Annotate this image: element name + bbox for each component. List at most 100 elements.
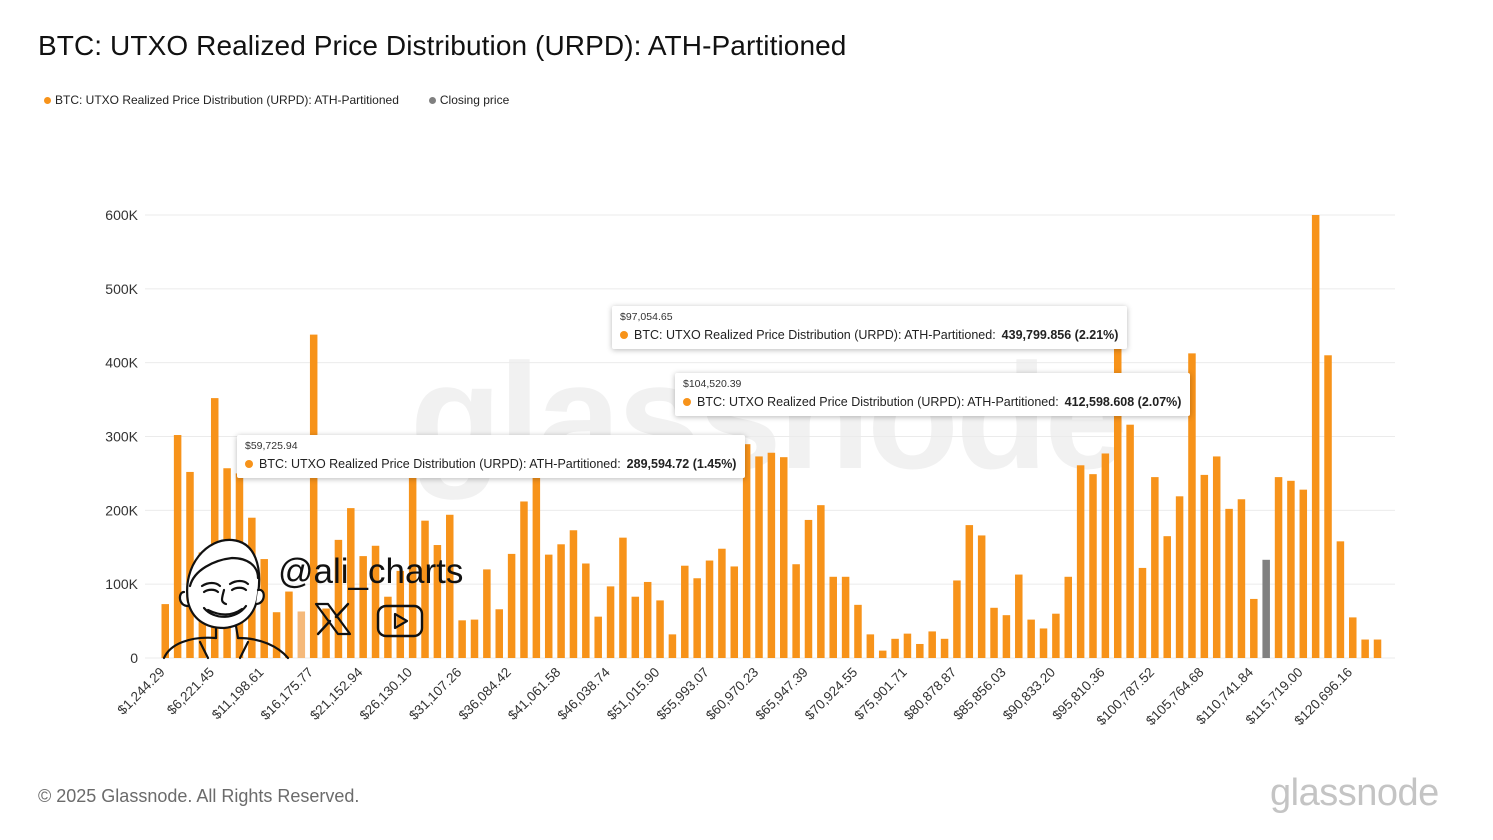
bar[interactable] (1287, 480, 1295, 658)
legend-label-urpd: BTC: UTXO Realized Price Distribution (U… (55, 93, 399, 107)
bar[interactable] (990, 607, 998, 658)
bar[interactable] (1262, 559, 1270, 658)
bar[interactable] (458, 620, 466, 658)
bar[interactable] (173, 435, 182, 658)
bar[interactable] (495, 609, 503, 658)
bar[interactable] (1052, 613, 1060, 658)
bar[interactable] (334, 539, 343, 658)
bar[interactable] (297, 611, 306, 658)
bar[interactable] (1188, 353, 1196, 658)
bar[interactable] (817, 505, 825, 658)
bar[interactable] (1002, 615, 1011, 658)
bar[interactable] (718, 548, 726, 658)
bar[interactable] (1175, 496, 1184, 658)
bar[interactable] (557, 544, 565, 658)
bar[interactable] (742, 444, 751, 658)
bar[interactable] (421, 520, 429, 658)
bar[interactable] (260, 559, 268, 658)
bar[interactable] (916, 643, 924, 658)
bar[interactable] (606, 586, 615, 658)
tooltip-dot-icon (620, 331, 628, 339)
bar[interactable] (854, 604, 862, 658)
bar[interactable] (1151, 477, 1159, 658)
bar[interactable] (1336, 541, 1345, 658)
bar[interactable] (681, 565, 689, 658)
bar[interactable] (1324, 355, 1332, 658)
bar[interactable] (903, 633, 912, 658)
bar[interactable] (977, 535, 986, 658)
bar[interactable] (322, 608, 330, 658)
bar[interactable] (643, 581, 652, 658)
bar[interactable] (866, 634, 875, 658)
bar[interactable] (1361, 639, 1369, 658)
bar[interactable] (940, 638, 949, 658)
y-tick-label: 400K (105, 355, 138, 371)
bar[interactable] (1200, 474, 1209, 658)
bar[interactable] (705, 560, 714, 658)
bar[interactable] (891, 638, 899, 658)
bar[interactable] (767, 452, 776, 658)
bar[interactable] (1039, 628, 1048, 658)
bar[interactable] (347, 508, 355, 658)
bar[interactable] (730, 566, 739, 658)
legend-item-urpd[interactable]: BTC: UTXO Realized Price Distribution (U… (44, 93, 399, 107)
bar[interactable] (285, 591, 293, 658)
bar[interactable] (483, 569, 491, 658)
bar[interactable] (1349, 617, 1357, 658)
bar[interactable] (309, 334, 318, 658)
bar[interactable] (1299, 489, 1308, 658)
bar[interactable] (792, 564, 800, 658)
bar[interactable] (408, 443, 417, 658)
legend-item-closing-price[interactable]: Closing price (428, 93, 509, 107)
bar[interactable] (804, 519, 813, 658)
bar[interactable] (668, 634, 677, 658)
bar[interactable] (1101, 453, 1110, 658)
bar[interactable] (532, 443, 541, 658)
bar[interactable] (1274, 477, 1283, 658)
bar[interactable] (371, 545, 380, 658)
bar[interactable] (1089, 474, 1097, 658)
bar[interactable] (384, 596, 392, 658)
bar[interactable] (841, 576, 850, 658)
bar[interactable] (186, 471, 194, 658)
bar[interactable] (1113, 333, 1122, 658)
bar[interactable] (755, 456, 763, 658)
bar[interactable] (1311, 215, 1320, 658)
bar[interactable] (507, 553, 516, 658)
bar[interactable] (619, 537, 627, 658)
bar[interactable] (1225, 508, 1233, 658)
bar[interactable] (161, 604, 170, 658)
bar[interactable] (1237, 499, 1246, 658)
bar[interactable] (878, 650, 887, 658)
bar[interactable] (1027, 619, 1035, 658)
bar[interactable] (272, 612, 281, 658)
bar[interactable] (544, 554, 553, 658)
bar[interactable] (1212, 456, 1221, 658)
bar[interactable] (656, 600, 664, 658)
bar[interactable] (446, 514, 454, 658)
bar[interactable] (1250, 598, 1258, 658)
bar[interactable] (470, 619, 479, 658)
bar[interactable] (582, 563, 590, 658)
bar[interactable] (359, 556, 367, 658)
bar[interactable] (594, 616, 602, 658)
bar[interactable] (1015, 574, 1023, 658)
bar[interactable] (631, 596, 640, 658)
bar[interactable] (569, 530, 578, 658)
bar[interactable] (1163, 536, 1171, 658)
bar[interactable] (1373, 639, 1382, 658)
bar[interactable] (965, 525, 974, 658)
bar[interactable] (780, 457, 788, 658)
bar[interactable] (1064, 576, 1073, 658)
bar[interactable] (953, 580, 961, 658)
bar[interactable] (829, 576, 837, 658)
bar[interactable] (520, 501, 528, 658)
bar[interactable] (928, 631, 936, 658)
bar[interactable] (693, 578, 701, 658)
bar[interactable] (1126, 424, 1134, 658)
bar[interactable] (1138, 567, 1147, 658)
bar[interactable] (433, 545, 442, 658)
bar[interactable] (210, 398, 219, 658)
bar[interactable] (396, 570, 405, 658)
bar[interactable] (1076, 465, 1085, 658)
